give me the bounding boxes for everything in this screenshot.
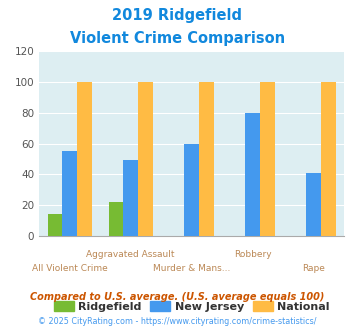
Text: Robbery: Robbery xyxy=(234,250,272,259)
Bar xyxy=(62,151,77,236)
Text: All Violent Crime: All Violent Crime xyxy=(32,264,108,273)
Bar xyxy=(260,82,275,236)
Bar xyxy=(184,144,199,236)
Bar xyxy=(77,82,92,236)
Bar xyxy=(109,202,123,236)
Legend: Ridgefield, New Jersey, National: Ridgefield, New Jersey, National xyxy=(49,297,334,316)
Text: Rape: Rape xyxy=(302,264,325,273)
Text: Violent Crime Comparison: Violent Crime Comparison xyxy=(70,31,285,46)
Bar xyxy=(48,214,62,236)
Text: Aggravated Assault: Aggravated Assault xyxy=(86,250,175,259)
Bar xyxy=(245,113,260,236)
Bar xyxy=(199,82,214,236)
Bar xyxy=(138,82,153,236)
Text: Murder & Mans...: Murder & Mans... xyxy=(153,264,230,273)
Bar xyxy=(123,160,138,236)
Text: Compared to U.S. average. (U.S. average equals 100): Compared to U.S. average. (U.S. average … xyxy=(30,292,325,302)
Text: © 2025 CityRating.com - https://www.cityrating.com/crime-statistics/: © 2025 CityRating.com - https://www.city… xyxy=(38,317,317,326)
Bar xyxy=(306,173,321,236)
Bar xyxy=(321,82,336,236)
Text: 2019 Ridgefield: 2019 Ridgefield xyxy=(113,8,242,23)
